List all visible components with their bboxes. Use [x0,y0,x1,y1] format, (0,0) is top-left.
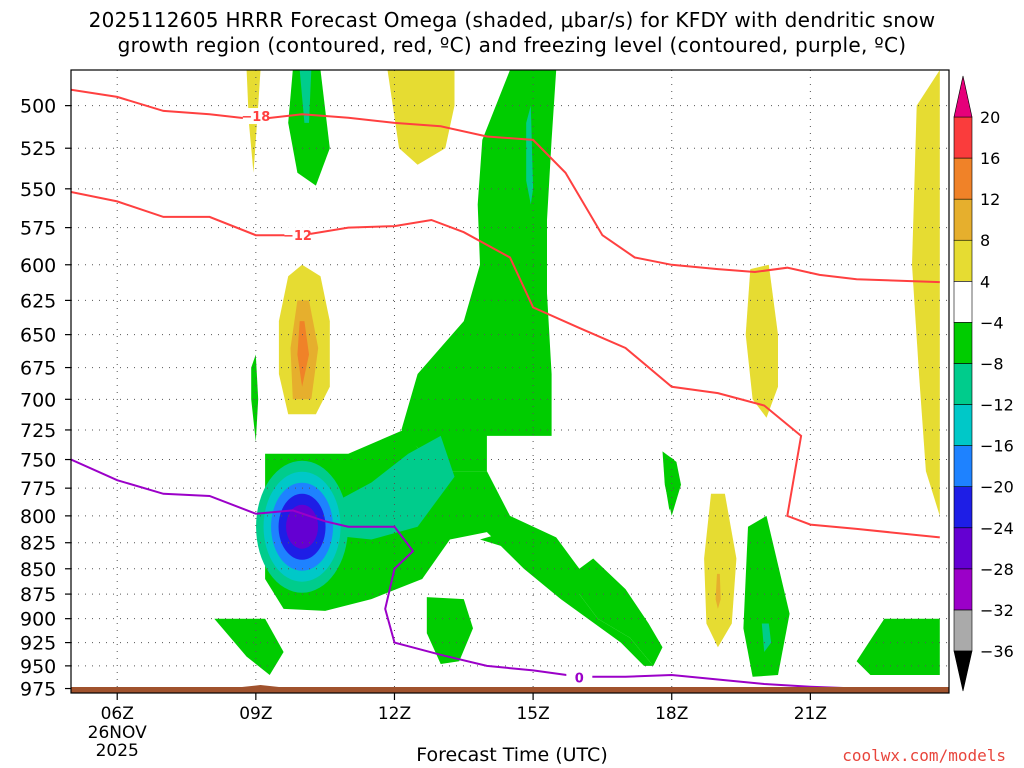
y-tick-label-900: 900 [20,609,56,631]
colorbar-swatch-4 [953,445,973,487]
omega-region-teal-column [526,105,534,205]
colorbar-swatch-8 [953,281,973,323]
colorbar-swatch-10 [953,198,973,241]
colorbar-label--36: −36 [980,642,1014,661]
contour-label-freezing-level: 0 [575,672,584,687]
contour-label-bg-dgz-minus12 [284,227,311,244]
y-tick-label-675: 675 [20,358,56,380]
colorbar-label--12: −12 [980,396,1014,415]
omega-region-green-20z-cell [743,515,790,677]
y-tick-label-700: 700 [20,389,56,411]
x-date-label: 26NOV [88,723,147,743]
y-tick-label-575: 575 [20,218,56,240]
colorbar-label--20: −20 [980,478,1014,497]
colorbar-swatch-0 [953,609,973,652]
omega-positive-orange-core [297,321,309,387]
omega-region-green-right-edge [856,618,940,675]
y-axis: 500 525 550 575 600 625 650 675 700 725 750 775 800 8… [20,96,71,701]
omega-positive-yellow-19z [704,493,737,648]
colorbar-label--16: −16 [980,437,1014,456]
colorbar-swatch-12 [953,116,973,159]
x-year-label: 2025 [96,741,139,761]
ground-bar [71,685,949,693]
omega-region-green-right-lower [480,526,663,666]
x-tick-label-15Z: 15Z [516,704,549,724]
colorbar-label--4: −4 [980,313,1004,332]
omega-region-green-column [401,70,557,472]
y-tick-label-825: 825 [20,533,56,555]
colorbar-swatch-2 [953,527,973,570]
omega-shading [214,70,940,677]
colorbar-label--8: −8 [980,354,1004,373]
x-tick-label-12Z: 12Z [378,704,411,724]
contour-label-bg-dgz-minus18-upper [242,108,269,125]
colorbar-swatch-9 [953,239,973,282]
colorbar-label-16: 16 [980,149,1000,168]
y-tick-label-625: 625 [20,290,56,312]
contour-freezing-level [71,458,917,692]
x-tick-label-09Z: 09Z [239,704,272,724]
contour-dgz-minus12 [71,191,940,539]
contour-label-dgz-minus12: −12 [283,229,312,244]
credit-text: coolwx.com/models [842,746,1006,765]
omega-positive-orange-19z [715,573,721,609]
x-axis-label: Forecast Time (UTC) [416,744,608,766]
y-tick-label-750: 750 [20,450,56,472]
y-tick-label-725: 725 [20,420,56,442]
colorbar-label-20: 20 [980,108,1000,127]
omega-positive-yellow-12z-top [387,70,455,165]
y-tick-label-950: 950 [20,656,56,678]
contour-lines: −18 −12 0 [71,88,940,692]
colorbar-label--24: −24 [980,519,1014,538]
y-tick-label-525: 525 [20,138,56,160]
y-tick-label-975: 975 [20,679,56,701]
colorbar-swatch-5 [953,404,973,446]
title-line-1: 2025112605 HRRR Forecast Omega (shaded, … [88,8,936,32]
y-tick-label-875: 875 [20,584,56,606]
omega-region-green-sliver [251,354,259,442]
y-tick-label-800: 800 [20,506,56,528]
x-tick-label-18Z: 18Z [655,704,688,724]
colorbar-swatch-11 [953,157,973,200]
chart-title: 2025112605 HRRR Forecast Omega (shaded, … [0,8,1024,58]
omega-region-teal-lower [329,435,455,540]
y-tick-label-550: 550 [20,179,56,201]
y-tick-label-850: 850 [20,559,56,581]
colorbar-swatch-1 [953,568,973,611]
omega-region-green-17z-cell [664,453,677,511]
plot-frame [70,69,950,694]
colorbar: −36 −32 −28 −24 −20 −16 −12 −8 −4 4 8 12 16 20 [953,75,1014,692]
omega-positive-yellow-right-edge [912,70,940,516]
x-tick-label-06Z: 06Z [101,704,134,724]
colorbar-min-arrow [953,650,973,692]
colorbar-swatch-3 [953,486,973,529]
omega-region-green-sw-cell [214,618,284,675]
omega-positive-yellow-20z [745,264,778,418]
contour-label-dgz-minus18-upper: −18 [241,110,270,125]
colorbar-label-12: 12 [980,190,1000,209]
colorbar-label-4: 4 [980,272,990,291]
contour-label-bg-freezing-level [566,669,593,686]
ground-surface [71,685,949,693]
omega-region-teal-top-cell [299,70,312,123]
x-tick-label-21Z: 21Z [794,704,827,724]
colorbar-swatch-6 [953,363,973,405]
y-tick-label-925: 925 [20,633,56,655]
title-line-2: growth region (contoured, red, ºC) and f… [117,33,907,57]
y-tick-label-775: 775 [20,478,56,500]
y-tick-label-650: 650 [20,325,56,347]
omega-region-green-top-cell [288,70,330,186]
colorbar-label--28: −28 [980,560,1014,579]
omega-region-green-13z-cell [426,597,473,664]
omega-region-teal-20z-cell [761,623,772,652]
colorbar-max-arrow [953,75,973,118]
colorbar-label--32: −32 [980,601,1014,620]
y-tick-label-600: 600 [20,255,56,277]
colorbar-label-8: 8 [980,231,990,250]
colorbar-swatch-7 [953,322,973,364]
contour-dgz-minus18-upper [71,88,940,284]
y-tick-label-500: 500 [20,96,56,118]
